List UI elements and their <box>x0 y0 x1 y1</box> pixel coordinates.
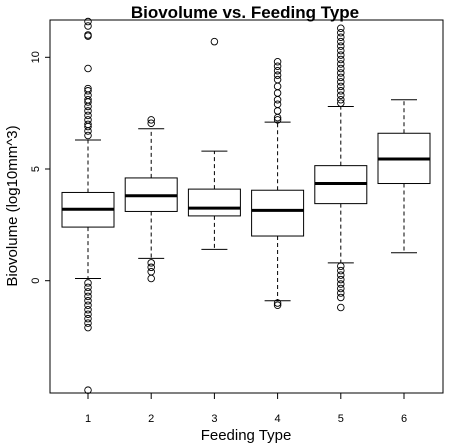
outlier-point <box>337 55 345 64</box>
outlier-point <box>84 310 92 318</box>
outlier-point <box>84 319 92 327</box>
outlier-point <box>84 127 92 135</box>
outlier-point <box>84 314 92 323</box>
outlier-point <box>84 386 92 394</box>
outlier-point <box>210 37 219 46</box>
outlier-point <box>273 95 282 104</box>
outlier-point <box>337 64 345 73</box>
outlier-point <box>84 279 92 287</box>
x-tick-label: 2 <box>148 413 154 425</box>
outlier-point <box>337 284 345 293</box>
box-5 <box>314 24 368 312</box>
box-6 <box>377 99 431 254</box>
outlier-point <box>337 99 345 107</box>
outlier-point <box>337 69 345 77</box>
outlier-point <box>337 24 345 33</box>
outlier-point <box>273 82 282 91</box>
outlier-point <box>84 292 92 301</box>
outlier-point <box>273 299 282 307</box>
outlier-point <box>147 263 155 272</box>
x-axis-label: Feeding Type <box>201 427 292 444</box>
outlier-point <box>337 91 345 100</box>
outlier-point <box>84 87 92 95</box>
outlier-point <box>84 323 92 332</box>
chart-title: Biovolume vs. Feeding Type <box>131 3 359 22</box>
outlier-point <box>273 107 282 115</box>
box-2 <box>124 116 178 283</box>
outlier-point <box>84 131 92 140</box>
outlier-point <box>84 64 92 73</box>
outlier-point <box>273 75 282 84</box>
outlier-point <box>147 119 155 127</box>
outlier-point <box>337 293 345 302</box>
y-tick-label: 0 <box>30 278 42 284</box>
outlier-point <box>273 89 282 97</box>
outlier-point <box>273 58 282 66</box>
outlier-point <box>337 78 345 86</box>
outlier-point <box>273 113 282 122</box>
outlier-point <box>337 51 345 59</box>
plot-frame <box>49 19 444 394</box>
outlier-point <box>337 289 345 297</box>
outlier-point <box>273 100 282 108</box>
y-axis-label: Biovolume (log10mm^3) <box>4 125 21 286</box>
outlier-point <box>337 271 345 279</box>
outlier-point <box>337 60 345 68</box>
y-tick-label: 10 <box>30 51 42 63</box>
outlier-point <box>273 71 282 79</box>
x-axis: 1 2 3 4 5 6 <box>85 393 407 425</box>
box-series <box>61 17 431 394</box>
outlier-point <box>337 280 345 288</box>
outlier-point <box>337 275 345 284</box>
box-3 <box>187 37 241 250</box>
outlier-point <box>84 32 92 40</box>
outlier-point <box>337 73 345 82</box>
outlier-point <box>273 62 282 70</box>
outlier-point <box>273 116 282 124</box>
outlier-point <box>84 301 92 310</box>
x-tick-label: 4 <box>275 413 281 425</box>
outlier-point <box>84 102 92 111</box>
outlier-point <box>84 98 92 106</box>
outlier-point <box>84 111 92 120</box>
x-tick-label: 6 <box>401 413 407 425</box>
box-1 <box>61 17 115 394</box>
outlier-point <box>84 305 92 314</box>
outlier-point <box>273 301 282 310</box>
outlier-point <box>84 22 92 30</box>
outlier-point <box>84 17 92 26</box>
box-4 <box>251 58 305 310</box>
outlier-point <box>84 297 92 305</box>
outlier-point <box>84 107 92 115</box>
outlier-point <box>337 46 345 55</box>
outlier-point <box>84 288 92 296</box>
x-tick-label: 1 <box>85 413 91 425</box>
outlier-point <box>84 283 92 292</box>
outlier-point <box>337 42 345 50</box>
outlier-point <box>337 33 345 41</box>
outlier-point <box>147 268 155 276</box>
outlier-point <box>337 262 345 270</box>
outlier-point <box>337 28 345 37</box>
outlier-point <box>337 266 345 275</box>
outlier-point <box>337 82 345 91</box>
outlier-point <box>337 37 345 46</box>
iqr-box <box>187 188 241 217</box>
x-tick-label: 3 <box>211 413 217 425</box>
outlier-point <box>147 259 155 267</box>
outlier-point <box>84 122 92 131</box>
y-axis: 0 5 10 <box>30 51 50 284</box>
outlier-point <box>147 116 155 124</box>
outlier-point <box>337 303 345 312</box>
x-tick-label: 5 <box>338 413 344 425</box>
outlier-point <box>273 66 282 75</box>
outlier-point <box>337 95 345 104</box>
iqr-box <box>251 189 305 237</box>
outlier-point <box>147 274 155 283</box>
outlier-point <box>337 87 345 95</box>
y-tick-label: 5 <box>30 166 42 172</box>
